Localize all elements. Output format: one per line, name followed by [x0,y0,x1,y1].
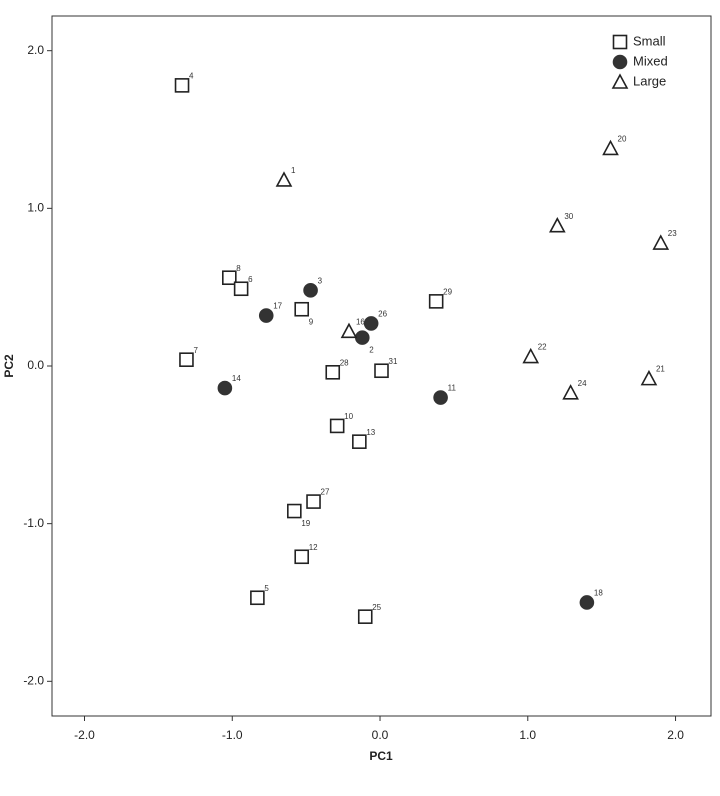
point [602,139,619,156]
point-label: 8 [236,264,241,273]
point-label: 23 [668,229,677,238]
point [287,503,302,519]
y-tick-label: -1.0 [23,516,44,530]
point-label: 5 [264,584,269,593]
point [258,308,274,323]
point [329,418,345,434]
point-label: 11 [448,384,457,393]
point [233,281,249,297]
point [294,549,310,565]
legend-text: Small [633,33,666,48]
point [522,347,540,364]
point [433,390,448,405]
point-label: 25 [372,603,381,612]
point [325,365,341,380]
point-label: 31 [389,357,398,366]
point [222,270,237,286]
point-label: 24 [578,379,587,388]
y-tick-label: -2.0 [23,673,44,687]
point [363,316,379,331]
point [374,363,389,379]
x-tick-label: 2.0 [667,728,684,742]
point [303,283,318,298]
x-tick-label: -2.0 [74,728,95,742]
point-label: 12 [309,543,318,552]
point [352,434,367,449]
point [294,301,310,317]
point-label: 27 [321,488,330,497]
point [579,595,595,610]
x-tick-label: 0.0 [372,728,389,742]
point [354,330,370,345]
point-label: 7 [193,346,198,355]
point [562,384,579,400]
point-label: 18 [594,589,603,598]
legend-text: Large [633,73,666,88]
point-label: 29 [443,287,452,296]
point-label: 28 [340,358,349,367]
y-tick-label: 1.0 [27,201,44,215]
point-label: 22 [538,343,547,352]
point-label: 13 [366,428,375,437]
point-label: 20 [618,135,627,144]
point-label: 2 [369,346,374,355]
legend-marker [611,73,629,89]
point [174,78,190,93]
x-tick-label: 1.0 [519,728,536,742]
point [357,609,373,624]
y-tick-label: 2.0 [27,43,44,57]
point [428,294,444,309]
point-label: 14 [232,374,241,383]
legend-marker [612,54,628,70]
point [340,322,358,339]
y-tick-label: 0.0 [27,358,44,372]
point-label: 1 [291,166,296,175]
point [652,234,670,250]
point-label: 16 [356,317,365,326]
legend-marker [612,34,628,50]
legend-text: Mixed [633,53,668,68]
x-tick-label: -1.0 [222,728,243,742]
point-label: 10 [344,412,353,421]
point-label: 17 [273,302,282,311]
point-label: 30 [564,212,573,221]
x-axis-title: PC1 [369,749,393,763]
point [548,216,566,233]
point-label: 6 [248,275,253,284]
point [217,380,233,396]
point-label: 19 [301,519,310,528]
point-label: 9 [309,317,314,326]
point [275,171,293,187]
point-label: 4 [189,71,194,80]
point [250,590,265,606]
point-label: 26 [378,310,387,319]
point [640,369,658,386]
point [306,494,321,509]
point-label: 3 [318,276,323,285]
y-axis-title: PC2 [2,354,16,378]
point [179,352,194,367]
point-label: 21 [656,365,665,374]
